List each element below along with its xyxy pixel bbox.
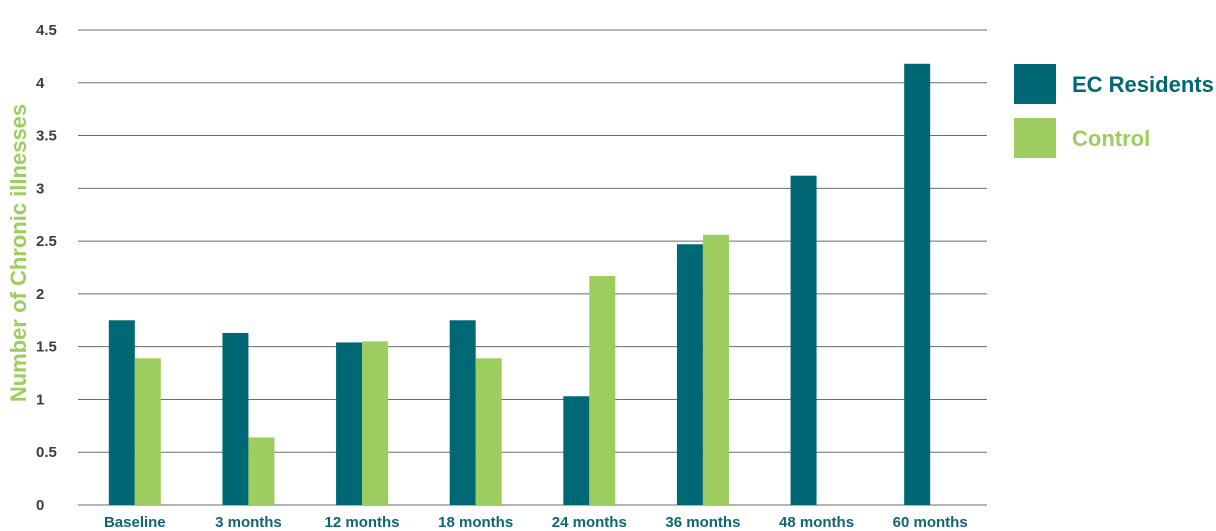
- bar-ec-residents: [222, 332, 249, 505]
- bar-ec-residents: [790, 175, 817, 505]
- y-tick-label: 4.5: [36, 22, 57, 39]
- bar-ec-residents: [563, 396, 590, 505]
- legend-label: Control: [1072, 126, 1150, 151]
- bar-ec-residents: [904, 63, 931, 506]
- legend: EC Residents Control: [1014, 64, 1214, 158]
- y-axis-ticks: 0 0.5 1 1.5 2 2.5 3 3.5 4 4.5: [36, 22, 57, 514]
- x-category-label: 24 months: [552, 514, 627, 531]
- legend-swatch: [1014, 64, 1056, 104]
- y-tick-label: 2: [36, 286, 44, 303]
- x-category-label: 60 months: [893, 514, 968, 531]
- bar-ec-residents: [108, 320, 135, 505]
- x-axis-categories: Baseline 3 months 12 months 18 months 24 mon…: [104, 514, 968, 531]
- y-tick-label: 3: [36, 180, 44, 197]
- bar-ec-residents: [676, 244, 703, 505]
- y-tick-label: 4: [36, 75, 45, 92]
- x-category-label: 48 months: [779, 514, 854, 531]
- y-axis-label: Number of Chronic illnesses: [6, 104, 31, 402]
- bar-control: [362, 341, 389, 505]
- bar-ec-residents: [449, 320, 476, 505]
- y-tick-label: 1.5: [36, 339, 57, 356]
- x-category-label: 12 months: [325, 514, 400, 531]
- x-category-label: Baseline: [104, 514, 166, 531]
- bars: [108, 63, 931, 506]
- bar-control: [248, 437, 275, 505]
- bar-ec-residents: [336, 342, 363, 505]
- bar-control: [134, 358, 161, 505]
- legend-swatch: [1014, 118, 1056, 158]
- bar-control: [589, 275, 616, 505]
- bar-control: [475, 358, 502, 505]
- legend-label: EC Residents: [1072, 72, 1214, 97]
- bar-control: [702, 234, 729, 505]
- y-tick-label: 0.5: [36, 444, 57, 461]
- y-tick-label: 3.5: [36, 128, 57, 145]
- y-tick-label: 0: [36, 497, 44, 514]
- gridlines: [78, 29, 987, 506]
- x-category-label: 3 months: [215, 514, 282, 531]
- y-tick-label: 1: [36, 391, 44, 408]
- y-tick-label: 2.5: [36, 233, 57, 250]
- x-category-label: 18 months: [438, 514, 513, 531]
- x-category-label: 36 months: [665, 514, 740, 531]
